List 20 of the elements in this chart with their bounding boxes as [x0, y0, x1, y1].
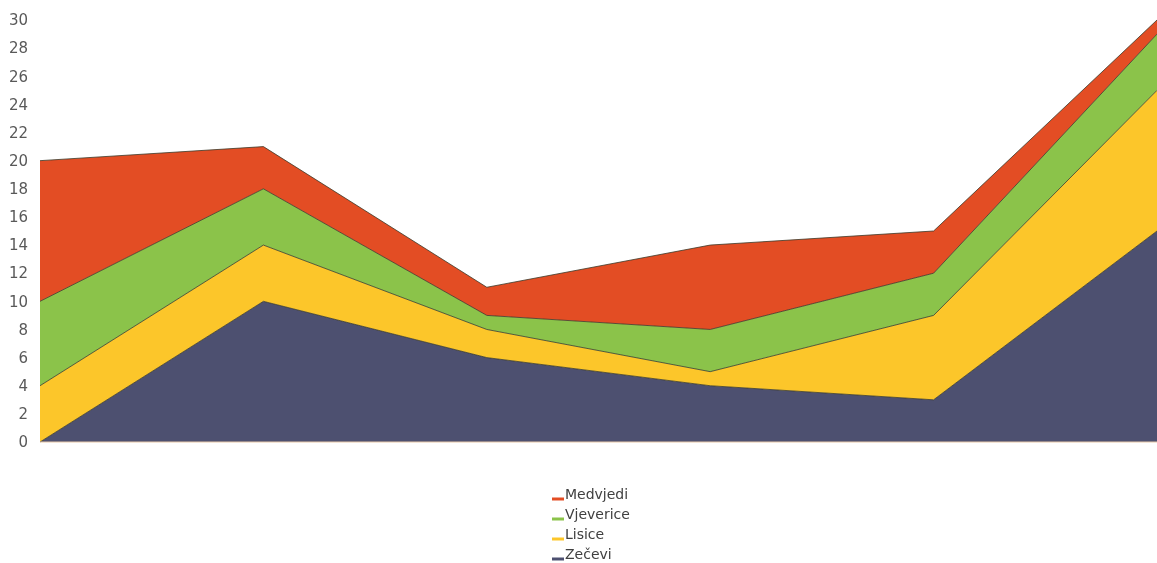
y-tick-label: 14	[8, 236, 28, 255]
legend-label: Lisice	[565, 525, 605, 542]
legend-label: Vjeverice	[565, 505, 630, 522]
y-tick-label: 18	[8, 180, 28, 199]
y-tick-label: 28	[8, 39, 28, 58]
y-tick-label: 22	[8, 123, 28, 142]
y-tick-label: 4	[18, 376, 28, 395]
y-tick-label: 24	[8, 95, 28, 114]
legend-label: Zečevi	[565, 545, 612, 562]
y-tick-label: 0	[18, 433, 28, 452]
y-tick-label: 30	[8, 11, 28, 30]
y-tick-label: 6	[18, 348, 28, 367]
y-tick-label: 8	[18, 320, 28, 339]
y-tick-label: 26	[8, 67, 28, 86]
y-tick-label: 2	[18, 405, 28, 424]
legend-label: Medvjedi	[565, 485, 629, 502]
y-tick-label: 16	[8, 208, 28, 227]
y-tick-label: 10	[8, 292, 28, 311]
y-tick-label: 12	[8, 264, 28, 283]
y-tick-label: 20	[8, 151, 28, 170]
